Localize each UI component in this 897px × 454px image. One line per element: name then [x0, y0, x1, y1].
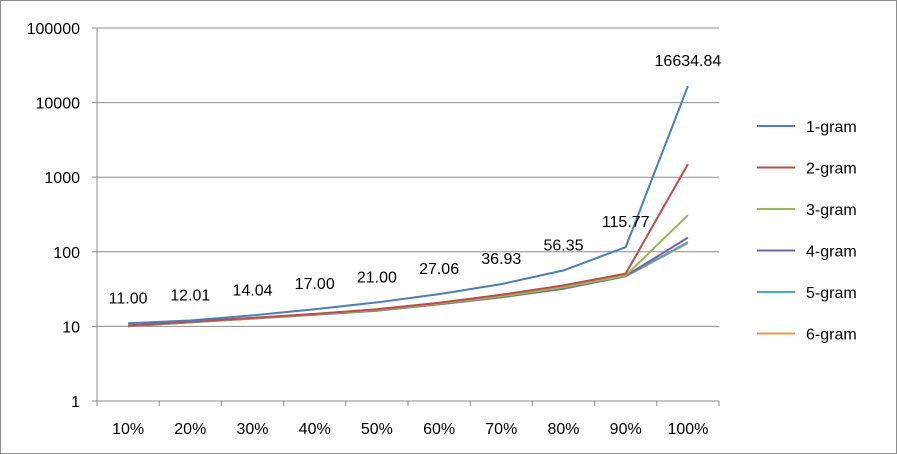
x-tick-label: 80% — [547, 421, 579, 438]
x-tick-label: 30% — [236, 421, 268, 438]
legend-label-5-gram: 5-gram — [806, 285, 857, 302]
x-tick-label: 10% — [112, 421, 144, 438]
y-tick-label: 1000 — [44, 170, 80, 187]
x-tick-label: 50% — [361, 421, 393, 438]
data-label: 12.01 — [170, 287, 210, 304]
data-label: 16634.84 — [655, 53, 722, 70]
data-label: 14.04 — [232, 282, 272, 299]
x-tick-label: 90% — [610, 421, 642, 438]
gridlines — [97, 27, 719, 327]
y-tick-label: 100 — [53, 245, 80, 262]
legend-label-6-gram: 6-gram — [806, 327, 857, 344]
y-tick-label: 1 — [71, 394, 80, 411]
data-label: 11.00 — [109, 290, 148, 307]
series-line-4-gram — [128, 236, 689, 328]
x-tick-label: 20% — [174, 421, 206, 438]
series-line-3-gram — [128, 214, 689, 327]
y-tick-label: 10000 — [36, 96, 81, 113]
x-tick-label: 40% — [299, 421, 331, 438]
legend-label-4-gram: 4-gram — [806, 244, 857, 261]
x-tick-label: 70% — [485, 421, 517, 438]
axes: 1 10 100 1000 10000 100000 10% 20% 30% 40% 50% 60% 7… — [27, 21, 720, 438]
legend-label-2-gram: 2-gram — [806, 161, 857, 178]
data-label: 17.00 — [295, 276, 335, 293]
data-label: 36.93 — [481, 251, 521, 268]
x-tick-label: 60% — [423, 421, 455, 438]
data-label: 56.35 — [543, 237, 583, 254]
legend-label-1-gram: 1-gram — [806, 119, 857, 136]
series-line-2-gram — [128, 163, 689, 327]
x-tick-label: 100% — [667, 421, 708, 438]
data-label: 21.00 — [357, 269, 397, 286]
y-tick-label: 100000 — [27, 21, 80, 38]
legend: 1-gram 2-gram 3-gram 4-gram 5-gram 6-gram — [757, 119, 857, 344]
data-labels: 11.00 12.01 14.04 17.00 21.00 27.06 36.93 56.35… — [109, 53, 722, 307]
data-label: 27.06 — [419, 261, 459, 278]
legend-label-3-gram: 3-gram — [806, 202, 857, 219]
y-tick-label: 10 — [62, 319, 80, 336]
series-line-1-gram — [128, 85, 689, 325]
data-label: 115.77 — [602, 214, 650, 231]
series-lines — [128, 85, 689, 328]
